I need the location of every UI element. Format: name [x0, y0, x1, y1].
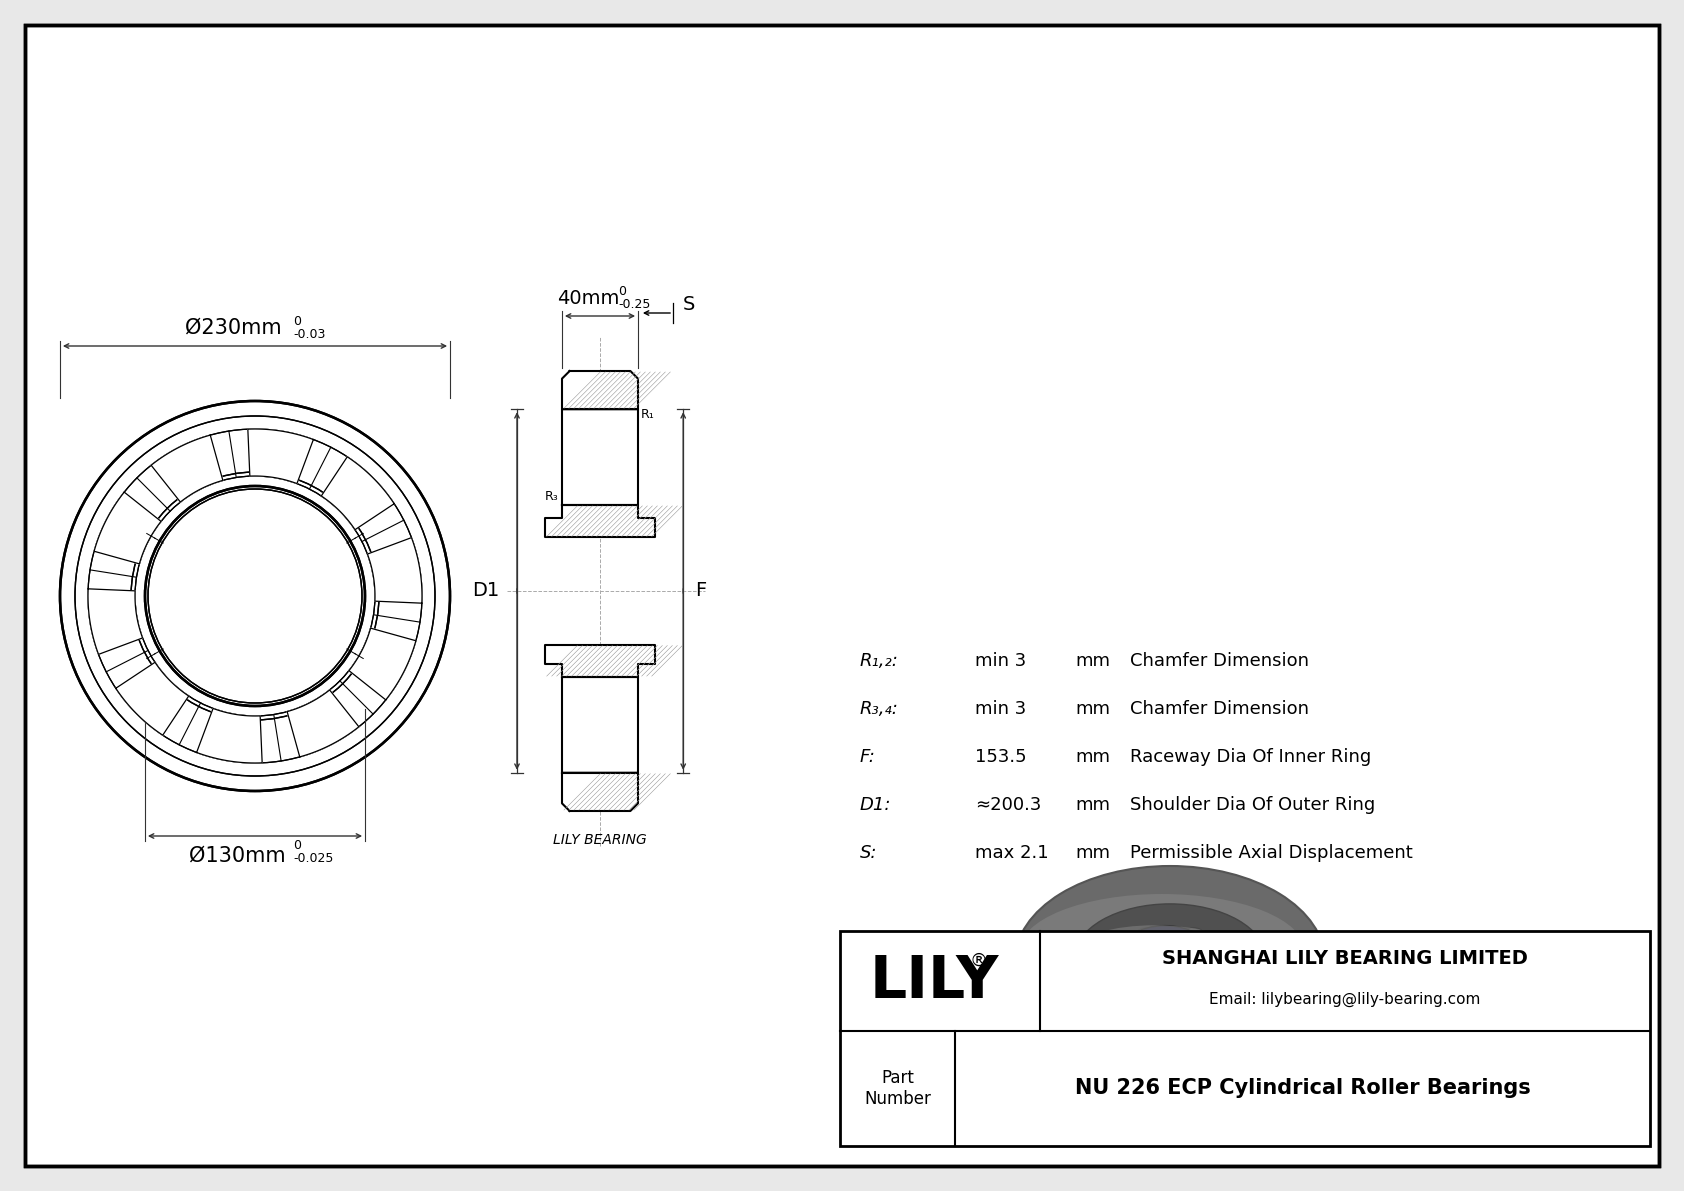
Ellipse shape — [1218, 961, 1236, 971]
Text: LILY: LILY — [869, 953, 999, 1010]
Text: Email: lilybearing@lily-bearing.com: Email: lilybearing@lily-bearing.com — [1209, 991, 1480, 1006]
Bar — [840, 931, 1650, 1146]
Text: S:: S: — [861, 844, 877, 862]
Text: max 2.1: max 2.1 — [975, 844, 1049, 862]
Text: min 3: min 3 — [975, 651, 1026, 671]
Text: R₄: R₄ — [564, 505, 578, 517]
Text: Permissible Axial Displacement: Permissible Axial Displacement — [1130, 844, 1413, 862]
Text: ®: ® — [968, 952, 987, 969]
Ellipse shape — [1074, 904, 1266, 1014]
Ellipse shape — [1078, 925, 1233, 973]
Text: ≈200.3: ≈200.3 — [975, 796, 1041, 813]
Text: D1: D1 — [472, 581, 498, 600]
Text: SHANGHAI LILY BEARING LIMITED: SHANGHAI LILY BEARING LIMITED — [1162, 949, 1527, 968]
Text: -0.25: -0.25 — [618, 298, 650, 311]
Circle shape — [61, 401, 450, 791]
Text: 0: 0 — [293, 838, 301, 852]
Polygon shape — [562, 372, 638, 410]
Ellipse shape — [1103, 961, 1122, 971]
Text: LILY BEARING: LILY BEARING — [552, 833, 647, 847]
Ellipse shape — [1186, 928, 1202, 937]
Polygon shape — [349, 628, 416, 700]
Polygon shape — [197, 709, 263, 763]
Ellipse shape — [1059, 936, 1292, 1003]
Ellipse shape — [1218, 941, 1236, 952]
Text: Chamfer Dimension: Chamfer Dimension — [1130, 651, 1308, 671]
Text: D1:: D1: — [861, 796, 891, 813]
Text: Ø230mm: Ø230mm — [185, 318, 281, 338]
Ellipse shape — [1137, 928, 1155, 937]
Text: F: F — [695, 581, 707, 600]
Text: min 3: min 3 — [975, 700, 1026, 718]
Ellipse shape — [1015, 866, 1325, 1056]
Polygon shape — [288, 690, 359, 757]
Text: R₃: R₃ — [546, 491, 559, 504]
Polygon shape — [546, 644, 655, 678]
Text: R₁,₂:: R₁,₂: — [861, 651, 899, 671]
Text: Chamfer Dimension: Chamfer Dimension — [1130, 700, 1308, 718]
Ellipse shape — [1019, 894, 1305, 1008]
Text: -0.03: -0.03 — [293, 328, 325, 341]
Text: Part
Number: Part Number — [864, 1070, 931, 1108]
Text: F:: F: — [861, 748, 876, 766]
Polygon shape — [562, 678, 638, 773]
Text: NU 226 ECP Cylindrical Roller Bearings: NU 226 ECP Cylindrical Roller Bearings — [1074, 1079, 1531, 1098]
Polygon shape — [367, 537, 423, 603]
Text: -0.025: -0.025 — [293, 852, 333, 865]
Polygon shape — [562, 410, 638, 505]
Text: 40mm: 40mm — [557, 289, 620, 308]
Polygon shape — [116, 662, 189, 735]
Text: mm: mm — [1074, 844, 1110, 862]
Polygon shape — [88, 588, 143, 654]
Polygon shape — [322, 457, 394, 530]
Text: mm: mm — [1074, 651, 1110, 671]
Text: mm: mm — [1074, 796, 1110, 813]
Polygon shape — [546, 505, 655, 537]
Text: 0: 0 — [293, 314, 301, 328]
Text: mm: mm — [1074, 700, 1110, 718]
Text: Raceway Dia Of Inner Ring: Raceway Dia Of Inner Ring — [1130, 748, 1371, 766]
Polygon shape — [562, 773, 638, 811]
Text: Shoulder Dia Of Outer Ring: Shoulder Dia Of Outer Ring — [1130, 796, 1376, 813]
Ellipse shape — [1103, 941, 1122, 952]
Polygon shape — [248, 429, 313, 484]
Text: 153.5: 153.5 — [975, 748, 1027, 766]
Polygon shape — [94, 492, 162, 563]
Text: 0: 0 — [618, 285, 626, 298]
Text: mm: mm — [1074, 748, 1110, 766]
Text: R₁: R₁ — [642, 407, 655, 420]
Text: Ø130mm: Ø130mm — [189, 846, 285, 866]
Ellipse shape — [1137, 974, 1155, 984]
Polygon shape — [152, 435, 222, 503]
Ellipse shape — [1186, 974, 1202, 984]
Text: R₂: R₂ — [626, 393, 640, 406]
Text: R₃,₄:: R₃,₄: — [861, 700, 899, 718]
Ellipse shape — [1118, 925, 1211, 986]
Text: S: S — [684, 295, 695, 314]
